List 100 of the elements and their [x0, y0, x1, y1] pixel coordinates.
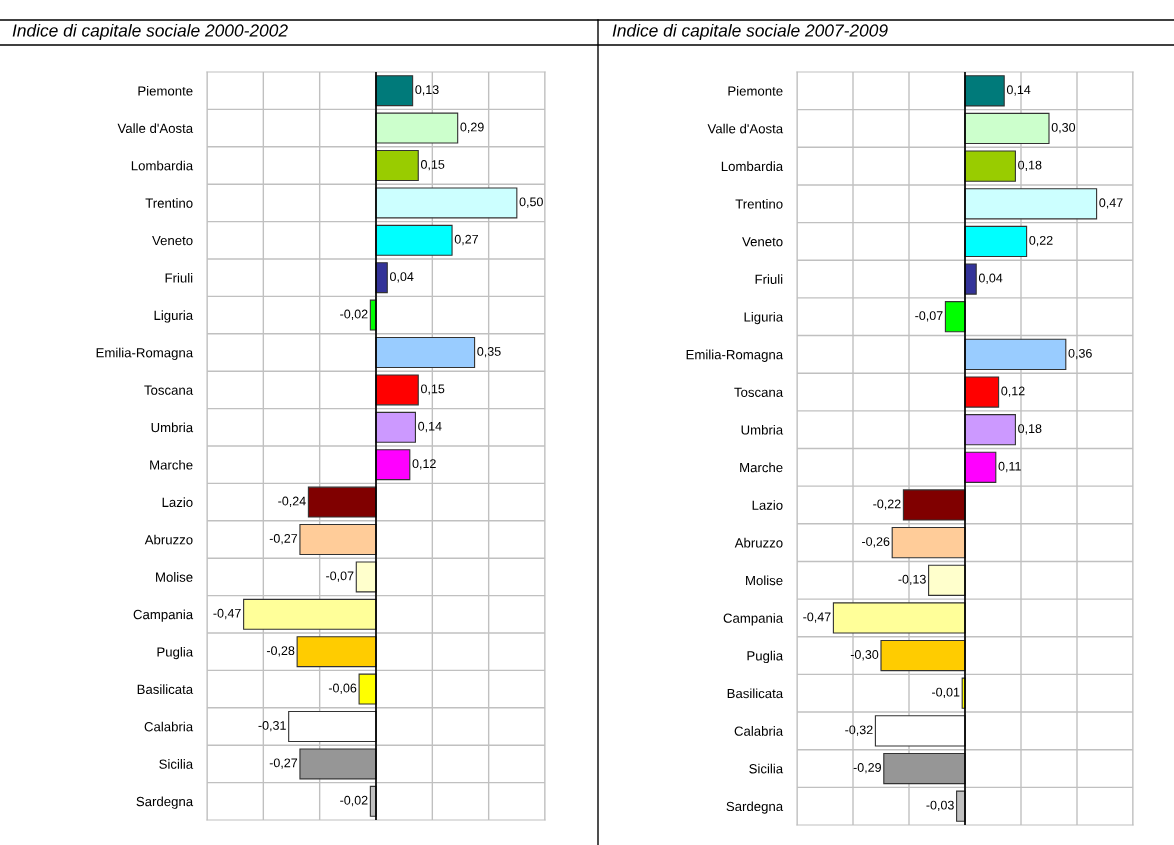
- bar: [964, 338, 1067, 370]
- y-tick-label: Trentino: [735, 198, 783, 209]
- y-tick-label: Basilicata: [137, 684, 194, 695]
- bar: [299, 748, 377, 780]
- y-tick-label: Calabria: [144, 721, 194, 732]
- bar: [964, 263, 977, 295]
- y-tick-label: Molise: [156, 572, 193, 582]
- bar: [874, 715, 966, 747]
- bar: [944, 301, 966, 333]
- y-tick-label: Liguria: [744, 311, 784, 325]
- y-tick-label: Piemonte: [728, 86, 783, 96]
- y-tick-label: Veneto: [152, 236, 193, 246]
- bar: [375, 449, 411, 481]
- chart-title: Indice di capitale sociale 2000-2002: [12, 23, 288, 41]
- y-tick-label: Veneto: [742, 237, 783, 247]
- bar: [964, 225, 1028, 258]
- data-label: -0,30: [850, 650, 879, 661]
- data-label: 0,11: [998, 461, 1021, 473]
- bar: [964, 150, 1016, 182]
- y-tick-label: Marche: [150, 459, 193, 470]
- data-label: -0,47: [803, 612, 831, 623]
- bar: [832, 602, 966, 634]
- data-label: 0,18: [1018, 424, 1042, 435]
- data-label: -0,06: [328, 683, 357, 694]
- bar: [375, 224, 453, 256]
- bar: [375, 374, 419, 406]
- y-tick-label: Emilia-Romagna: [686, 349, 784, 362]
- y-tick-label: Friuli: [165, 272, 193, 283]
- bar: [375, 112, 459, 144]
- data-label: -0,24: [278, 496, 306, 507]
- bar: [375, 411, 416, 443]
- y-tick-label: Valle d'Aosta: [707, 123, 784, 134]
- data-label: -0,31: [258, 721, 286, 732]
- bar: [355, 561, 377, 593]
- y-tick-label: Sardegna: [136, 796, 194, 809]
- bar: [964, 414, 1016, 446]
- bar: [891, 527, 966, 559]
- y-tick-label: Abruzzo: [144, 534, 193, 545]
- data-label: -0,32: [845, 725, 873, 736]
- y-tick-label: Abruzzo: [734, 537, 783, 548]
- bar: [964, 112, 1050, 145]
- data-label: -0,27: [269, 758, 298, 769]
- y-tick-label: Liguria: [154, 310, 194, 323]
- data-label: -0,03: [926, 800, 954, 812]
- bar: [883, 752, 966, 785]
- data-label: 0,27: [454, 234, 478, 246]
- y-tick-label: Toscana: [734, 387, 784, 397]
- y-tick-label: Trentino: [145, 198, 193, 208]
- data-label: 0,22: [1029, 235, 1053, 247]
- y-tick-label: Piemonte: [138, 85, 193, 96]
- bar: [375, 187, 518, 219]
- y-tick-label: Valle d'Aosta: [117, 123, 194, 134]
- bar: [358, 673, 377, 705]
- bar: [375, 336, 476, 369]
- y-tick-label: Lazio: [162, 497, 193, 508]
- y-tick-label: Sicilia: [749, 763, 784, 774]
- data-label: -0,28: [266, 646, 295, 657]
- data-label: -0,47: [213, 608, 241, 620]
- data-label: 0,47: [1099, 198, 1123, 209]
- bar: [964, 451, 997, 483]
- data-label: 0,50: [519, 197, 543, 208]
- y-tick-label: Campania: [723, 613, 784, 626]
- data-label: -0,02: [340, 795, 368, 807]
- data-label: -0,26: [862, 537, 890, 548]
- data-label: 0,29: [460, 122, 484, 133]
- data-label: -0,01: [932, 687, 960, 699]
- y-tick-label: Umbria: [741, 424, 784, 435]
- y-tick-label: Friuli: [755, 274, 783, 284]
- bar: [375, 75, 414, 107]
- y-tick-label: Campania: [133, 609, 194, 622]
- y-tick-label: Lazio: [752, 500, 783, 510]
- y-tick-label: Basilicata: [727, 688, 784, 699]
- data-label: 0,04: [390, 272, 414, 283]
- y-tick-label: Lombardia: [131, 160, 194, 171]
- y-tick-label: Puglia: [157, 646, 194, 660]
- data-label: 0,36: [1068, 348, 1092, 360]
- data-label: 0,12: [412, 459, 436, 470]
- data-label: 0,04: [978, 273, 1003, 284]
- bar: [307, 486, 377, 518]
- y-tick-label: Marche: [740, 462, 783, 473]
- data-label: 0,13: [415, 85, 439, 96]
- y-tick-label: Sardegna: [726, 801, 784, 814]
- bar: [299, 523, 377, 556]
- data-label: -0,07: [915, 311, 943, 322]
- bar: [964, 376, 1000, 408]
- data-label: -0,02: [340, 309, 368, 320]
- y-tick-label: Emilia-Romagna: [96, 347, 194, 361]
- bar: [902, 489, 966, 521]
- y-tick-label: Sicilia: [159, 759, 194, 769]
- bar: [243, 598, 377, 630]
- chart-title: Indice di capitale sociale 2007-2009: [612, 23, 888, 41]
- bar: [296, 636, 377, 668]
- data-label: 0,15: [420, 160, 445, 171]
- data-label: -0,22: [873, 499, 901, 510]
- y-tick-label: Calabria: [734, 726, 784, 736]
- y-tick-label: Umbria: [151, 422, 194, 433]
- bar: [375, 149, 419, 182]
- y-tick-label: Molise: [746, 575, 783, 586]
- data-label: 0,14: [1006, 85, 1031, 96]
- bar: [928, 564, 966, 596]
